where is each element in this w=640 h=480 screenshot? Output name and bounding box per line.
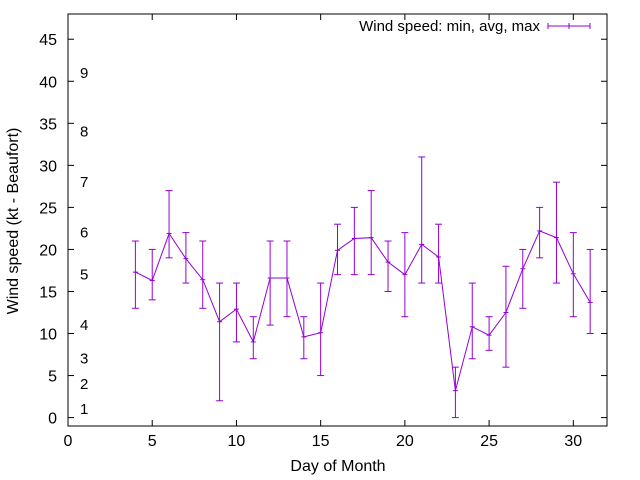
x-tick-label: 10 <box>228 433 246 450</box>
y-tick-label: 35 <box>39 116 57 133</box>
x-ticks: 0 5 10 15 20 25 30 <box>64 14 582 450</box>
y-tick-label: 20 <box>39 242 57 259</box>
y-tick-label: 0 <box>48 411 57 428</box>
legend-label: Wind speed: min, avg, max <box>359 18 540 35</box>
x-tick-label: 25 <box>480 433 498 450</box>
beaufort-labels: 1 2 3 4 5 6 7 8 9 <box>80 65 88 418</box>
beaufort-label: 3 <box>80 351 88 368</box>
y-tick-label: 15 <box>39 284 57 301</box>
x-tick-label: 20 <box>396 433 414 450</box>
x-tick-label: 30 <box>564 433 582 450</box>
y-tick-label: 10 <box>39 327 57 344</box>
x-tick-label: 15 <box>312 433 330 450</box>
x-tick-label: 5 <box>148 433 157 450</box>
y-tick-label: 30 <box>39 158 57 175</box>
x-tick-label: 0 <box>64 433 73 450</box>
y-tick-label: 25 <box>39 200 57 217</box>
x-axis-title: Day of Month <box>290 458 385 475</box>
y-tick-label: 5 <box>48 369 57 386</box>
beaufort-label: 4 <box>80 317 88 334</box>
series-avg-line <box>135 230 591 391</box>
beaufort-label: 5 <box>80 267 88 284</box>
series-errorbars <box>131 156 594 419</box>
beaufort-label: 8 <box>80 124 88 141</box>
y-tick-label: 40 <box>39 74 57 91</box>
plot-border <box>67 13 608 427</box>
beaufort-label: 9 <box>80 65 88 82</box>
beaufort-label: 2 <box>80 376 88 393</box>
beaufort-label: 1 <box>80 401 88 418</box>
series-line <box>135 230 591 391</box>
legend: Wind speed: min, avg, max <box>359 18 591 35</box>
beaufort-label: 6 <box>80 225 88 242</box>
plot-frame <box>67 13 608 427</box>
legend-sample <box>547 23 591 29</box>
beaufort-label: 7 <box>80 174 88 191</box>
y-axis-title: Wind speed (kt - Beaufort) <box>5 128 22 315</box>
y-tick-label: 45 <box>39 32 57 49</box>
